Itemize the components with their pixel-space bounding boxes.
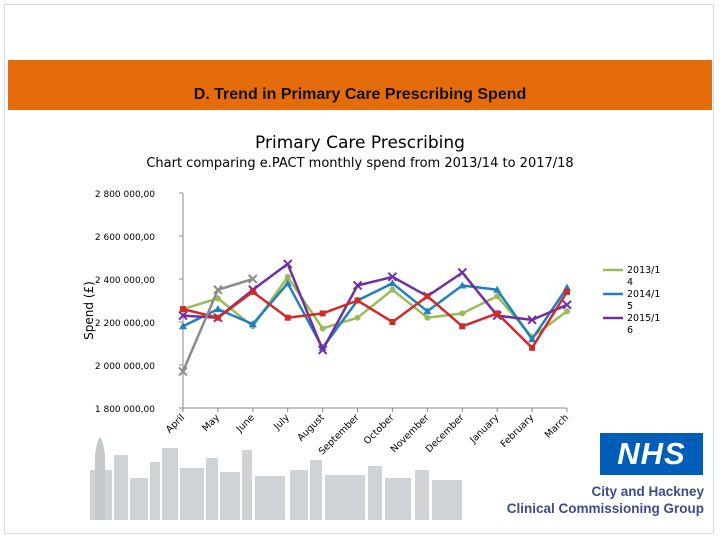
data-point <box>387 272 398 282</box>
data-point <box>529 344 536 351</box>
data-point <box>458 281 467 289</box>
skyline-building <box>385 478 411 520</box>
data-point <box>214 295 221 302</box>
y-tick-label: 1 800 000,00 <box>95 405 155 415</box>
legend-label: 2013/1 4 <box>627 265 660 288</box>
data-point <box>214 314 221 321</box>
data-point <box>319 310 326 317</box>
data-point <box>423 307 432 315</box>
slide-frame <box>4 4 714 534</box>
x-tick-label: April <box>164 412 187 435</box>
data-point <box>180 306 186 313</box>
skyline-building <box>325 475 365 520</box>
y-tick-label: 2 000 000,00 <box>95 362 155 372</box>
chart-series <box>178 259 572 377</box>
data-point <box>248 274 258 284</box>
data-point <box>527 315 537 325</box>
x-tick-label: August <box>295 412 326 443</box>
data-point <box>494 310 501 317</box>
skyline-tower <box>95 437 105 520</box>
data-point <box>284 273 291 280</box>
data-point <box>459 310 466 317</box>
data-point <box>528 335 537 343</box>
banner-title: D. Trend in Primary Care Prescribing Spe… <box>193 86 527 103</box>
data-point <box>493 285 502 293</box>
skyline-building <box>114 455 128 520</box>
data-point <box>213 305 222 313</box>
data-point <box>388 279 397 287</box>
data-point <box>562 300 572 310</box>
data-point <box>179 322 187 330</box>
data-point <box>213 285 223 295</box>
skyline-building <box>368 466 382 520</box>
series-line <box>182 262 568 352</box>
x-tick-label: January <box>467 412 501 446</box>
data-point <box>354 314 361 321</box>
y-tick-label: 2 600 000,00 <box>95 233 155 243</box>
x-tick-label: December <box>424 412 467 455</box>
skyline-building <box>255 476 285 520</box>
data-point <box>424 314 431 321</box>
data-point <box>283 279 292 287</box>
data-point <box>283 259 293 269</box>
legend-label: 2015/1 6 <box>627 313 660 336</box>
legend-label: 2014/1 5 <box>627 289 660 312</box>
skyline-building <box>432 480 462 520</box>
ccg-name-line1: City and Hackney <box>591 484 704 499</box>
city-skyline-illustration <box>90 437 462 520</box>
data-point <box>248 320 257 328</box>
data-point <box>249 288 256 295</box>
title-banner: D. Trend in Primary Care Prescribing Spe… <box>8 60 712 110</box>
x-tick-label: June <box>234 412 257 435</box>
data-point <box>563 283 571 291</box>
x-tick-label: February <box>499 412 537 450</box>
x-tick-label: March <box>543 412 571 440</box>
y-tick-label: 2 400 000,00 <box>95 276 155 286</box>
nhs-logo-text: NHS <box>617 436 686 471</box>
skyline-building <box>130 478 148 520</box>
data-point <box>494 293 501 300</box>
skyline-building <box>290 470 308 520</box>
skyline-building <box>242 450 252 520</box>
data-point <box>564 308 570 315</box>
data-point <box>389 286 396 293</box>
series-line <box>182 290 569 350</box>
data-point <box>564 288 570 295</box>
skyline-building <box>180 468 204 520</box>
data-point <box>389 319 396 325</box>
data-point <box>284 314 291 321</box>
x-tick-label: October <box>362 412 397 447</box>
series-line <box>181 277 254 372</box>
chart-subtitle: Chart comparing e.PACT monthly spend fro… <box>146 156 574 171</box>
y-tick-label: 2 200 000,00 <box>95 319 155 329</box>
ccg-name-line2: Clinical Commissioning Group <box>506 501 704 516</box>
skyline-building <box>162 448 178 520</box>
nhs-logo: NHS <box>600 433 703 475</box>
skyline-building <box>310 460 322 520</box>
skyline-building <box>415 470 429 520</box>
series-line <box>182 282 569 350</box>
data-point <box>178 366 188 377</box>
y-axis-label: Spend (£) <box>82 281 96 340</box>
skyline-building <box>150 462 160 520</box>
data-point <box>424 293 431 300</box>
chart-title: Primary Care Prescribing <box>255 133 465 153</box>
chart-axes: 1 800 000,00 2 000 000,00 2 200 000,00 2 40… <box>82 190 571 457</box>
data-point <box>457 267 467 278</box>
data-point <box>178 310 188 321</box>
skyline-building <box>206 458 218 520</box>
skyline-building <box>220 472 240 520</box>
x-tick-label: May <box>200 412 222 434</box>
data-point <box>317 345 328 355</box>
data-point <box>352 280 363 291</box>
data-point <box>459 323 466 330</box>
y-tick-label: 2 800 000,00 <box>95 190 155 200</box>
x-tick-label: July <box>271 412 292 433</box>
data-point <box>319 325 326 332</box>
data-point <box>354 297 361 304</box>
